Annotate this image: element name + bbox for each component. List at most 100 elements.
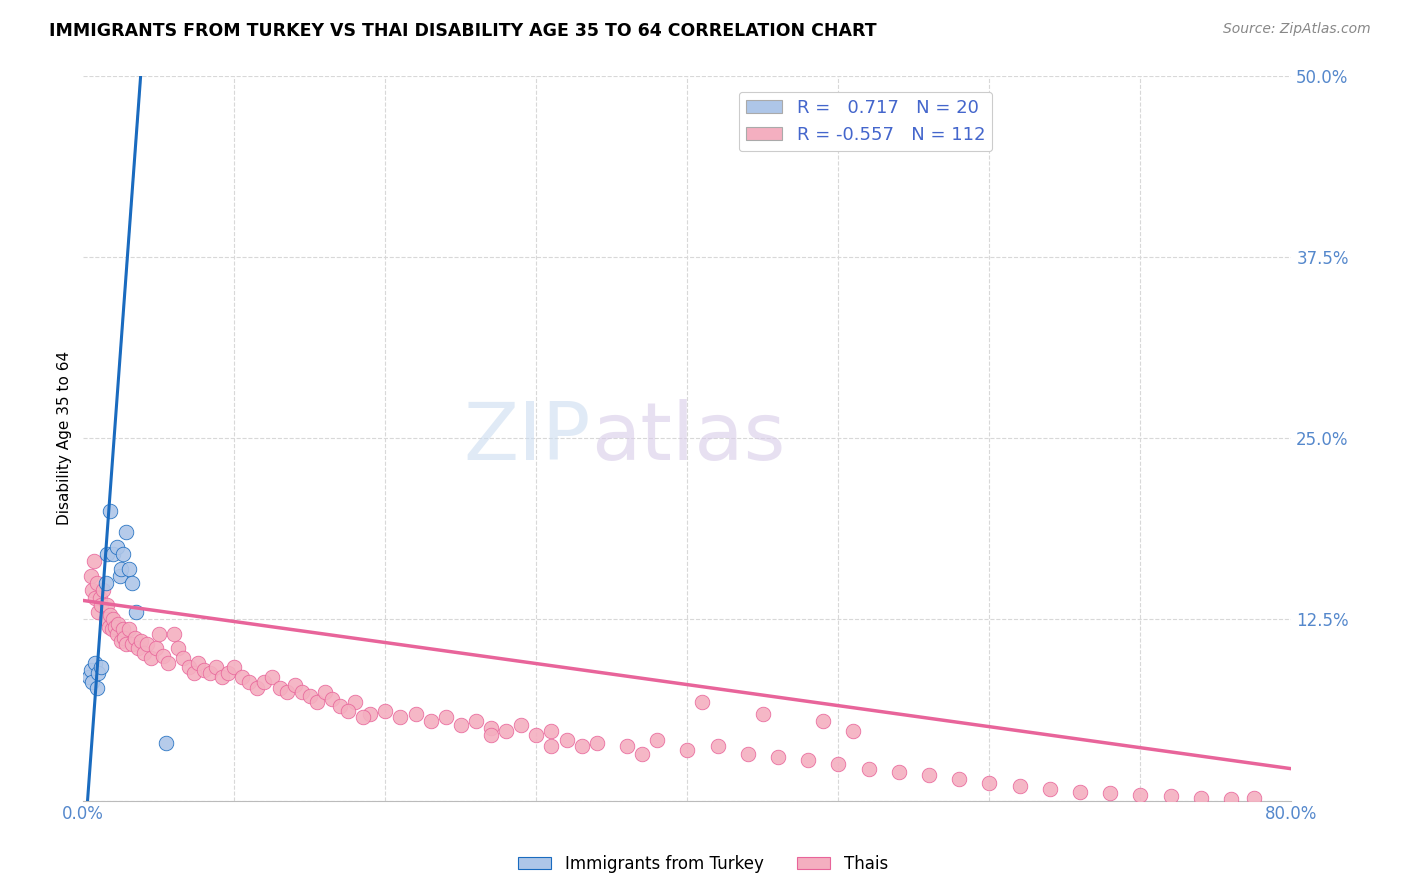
Point [510,718,533,732]
Point [104,619,127,633]
Point [1099,786,1122,800]
Point [112,631,135,645]
Point [419,714,441,728]
Point [94,612,117,626]
Point [156,656,179,670]
Point [797,753,820,767]
Point [1219,792,1241,806]
Point [205,660,228,674]
Point [90,598,112,612]
Point [167,641,190,656]
Point [108,569,131,583]
Point [110,561,132,575]
Point [359,706,381,721]
Point [89,591,111,605]
Point [645,732,668,747]
Point [224,660,246,674]
Point [813,714,835,728]
Point [479,728,502,742]
Point [121,576,143,591]
Point [706,739,728,753]
Text: ZIP: ZIP [464,399,591,477]
Text: atlas: atlas [591,399,785,477]
Point [314,685,336,699]
Point [495,724,517,739]
Point [91,583,114,598]
Point [1243,790,1265,805]
Point [676,743,699,757]
Point [135,637,157,651]
Point [269,681,291,695]
Point [124,631,146,645]
Point [211,670,233,684]
Point [100,503,122,517]
Point [1160,789,1182,804]
Text: IMMIGRANTS FROM TURKEY VS THAI DISABILITY AGE 35 TO 64 CORRELATION CHART: IMMIGRANTS FROM TURKEY VS THAI DISABILIT… [49,22,877,40]
Point [887,764,910,779]
Point [127,641,149,656]
Point [231,670,253,684]
Point [842,724,865,739]
Point [145,641,167,656]
Point [103,612,125,626]
Point [352,709,374,723]
Point [389,709,412,723]
Point [183,665,205,680]
Point [1008,779,1031,793]
Point [110,634,132,648]
Point [96,598,118,612]
Point [1129,788,1152,802]
Point [616,739,638,753]
Point [276,685,298,699]
Point [80,569,103,583]
Point [321,692,343,706]
Point [246,681,269,695]
Point [96,547,118,561]
Legend: Immigrants from Turkey, Thais: Immigrants from Turkey, Thais [512,848,894,880]
Point [163,627,186,641]
Point [121,637,143,651]
Point [1039,782,1062,797]
Point [827,757,849,772]
Point [111,623,134,637]
Point [464,714,486,728]
Point [107,616,129,631]
Point [80,663,103,677]
Point [479,721,502,735]
Point [125,605,148,619]
Point [103,547,125,561]
Point [117,623,139,637]
Text: Source: ZipAtlas.com: Source: ZipAtlas.com [1223,22,1371,37]
Point [152,648,174,663]
Point [585,736,607,750]
Point [87,605,110,619]
Point [298,689,321,703]
Legend: R =   0.717   N = 20, R = -0.557   N = 112: R = 0.717 N = 20, R = -0.557 N = 112 [740,92,993,152]
Point [766,750,789,764]
Point [374,704,396,718]
Point [100,607,122,622]
Point [540,724,562,739]
Point [329,699,352,714]
Point [979,776,1001,790]
Point [450,718,472,732]
Point [336,704,359,718]
Point [737,747,759,762]
Y-axis label: Disability Age 35 to 64: Disability Age 35 to 64 [58,351,72,525]
Point [692,695,714,709]
Point [1069,785,1091,799]
Point [141,651,163,665]
Point [82,583,104,598]
Point [105,540,128,554]
Point [177,660,200,674]
Point [198,665,221,680]
Point [434,709,457,723]
Point [344,695,367,709]
Point [571,739,593,753]
Point [79,670,101,684]
Point [132,646,155,660]
Point [540,739,562,753]
Point [84,656,107,670]
Point [97,619,120,633]
Point [193,663,215,677]
